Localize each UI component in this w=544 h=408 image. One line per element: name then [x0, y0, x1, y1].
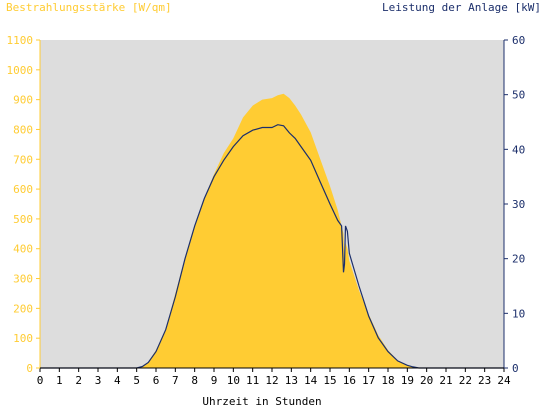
x-tick-label: 10 — [227, 374, 240, 387]
left-tick-label: 500 — [13, 213, 33, 226]
power-line — [40, 124, 504, 369]
x-tick-label: 3 — [95, 374, 102, 387]
left-tick-label: 600 — [13, 183, 33, 196]
x-tick-label: 15 — [323, 374, 336, 387]
plot-layer — [40, 93, 504, 369]
x-tick-label: 11 — [246, 374, 259, 387]
x-tick-label: 2 — [75, 374, 82, 387]
x-tick-label: 7 — [172, 374, 179, 387]
left-tick-label: 300 — [13, 273, 33, 286]
axes-layer: 0 1 2 3 4 5 6 7 8 9 10 11 12 13 14 15 16 17 18 19 20 21 22 23 24… — [7, 34, 526, 387]
right-tick-label: 0 — [512, 362, 519, 375]
x-tick-label: 9 — [211, 374, 218, 387]
x-tick-label: 19 — [401, 374, 414, 387]
left-tick-label: 100 — [13, 332, 33, 345]
x-tick-label: 20 — [420, 374, 433, 387]
x-tick-label: 12 — [265, 374, 278, 387]
x-tick-label: 8 — [191, 374, 198, 387]
irradiance-area — [40, 93, 504, 368]
right-axis-title: Leistung der Anlage [kW] — [382, 1, 541, 14]
x-tick-label: 5 — [133, 374, 140, 387]
left-tick-label: 400 — [13, 243, 33, 256]
left-tick-label: 200 — [13, 302, 33, 315]
left-tick-label: 1100 — [7, 34, 34, 47]
x-tick-label: 21 — [439, 374, 452, 387]
right-tick-label: 10 — [512, 307, 525, 320]
x-tick-label: 6 — [153, 374, 160, 387]
x-tick-label: 14 — [304, 374, 318, 387]
x-tick-label: 0 — [37, 374, 44, 387]
left-axis-title: Bestrahlungsstärke [W/qm] — [6, 1, 172, 14]
x-tick-label: 4 — [114, 374, 121, 387]
right-tick-label: 30 — [512, 198, 525, 211]
x-tick-label: 18 — [381, 374, 394, 387]
x-tick-label: 13 — [285, 374, 298, 387]
x-tick-label: 23 — [478, 374, 491, 387]
right-tick-label: 20 — [512, 253, 525, 266]
x-tick-label: 17 — [362, 374, 375, 387]
right-tick-label: 40 — [512, 143, 525, 156]
left-tick-label: 900 — [13, 94, 33, 107]
x-axis-title: Uhrzeit in Stunden — [202, 395, 321, 408]
left-tick-label: 0 — [26, 362, 33, 375]
right-tick-label: 50 — [512, 89, 525, 102]
x-tick-label: 24 — [497, 374, 511, 387]
x-tick-label: 1 — [56, 374, 63, 387]
left-tick-label: 700 — [13, 153, 33, 166]
right-tick-label: 60 — [512, 34, 525, 47]
x-tick-label: 22 — [459, 374, 472, 387]
left-tick-label: 800 — [13, 123, 33, 136]
left-tick-label: 1000 — [7, 64, 34, 77]
x-tick-label: 16 — [343, 374, 356, 387]
